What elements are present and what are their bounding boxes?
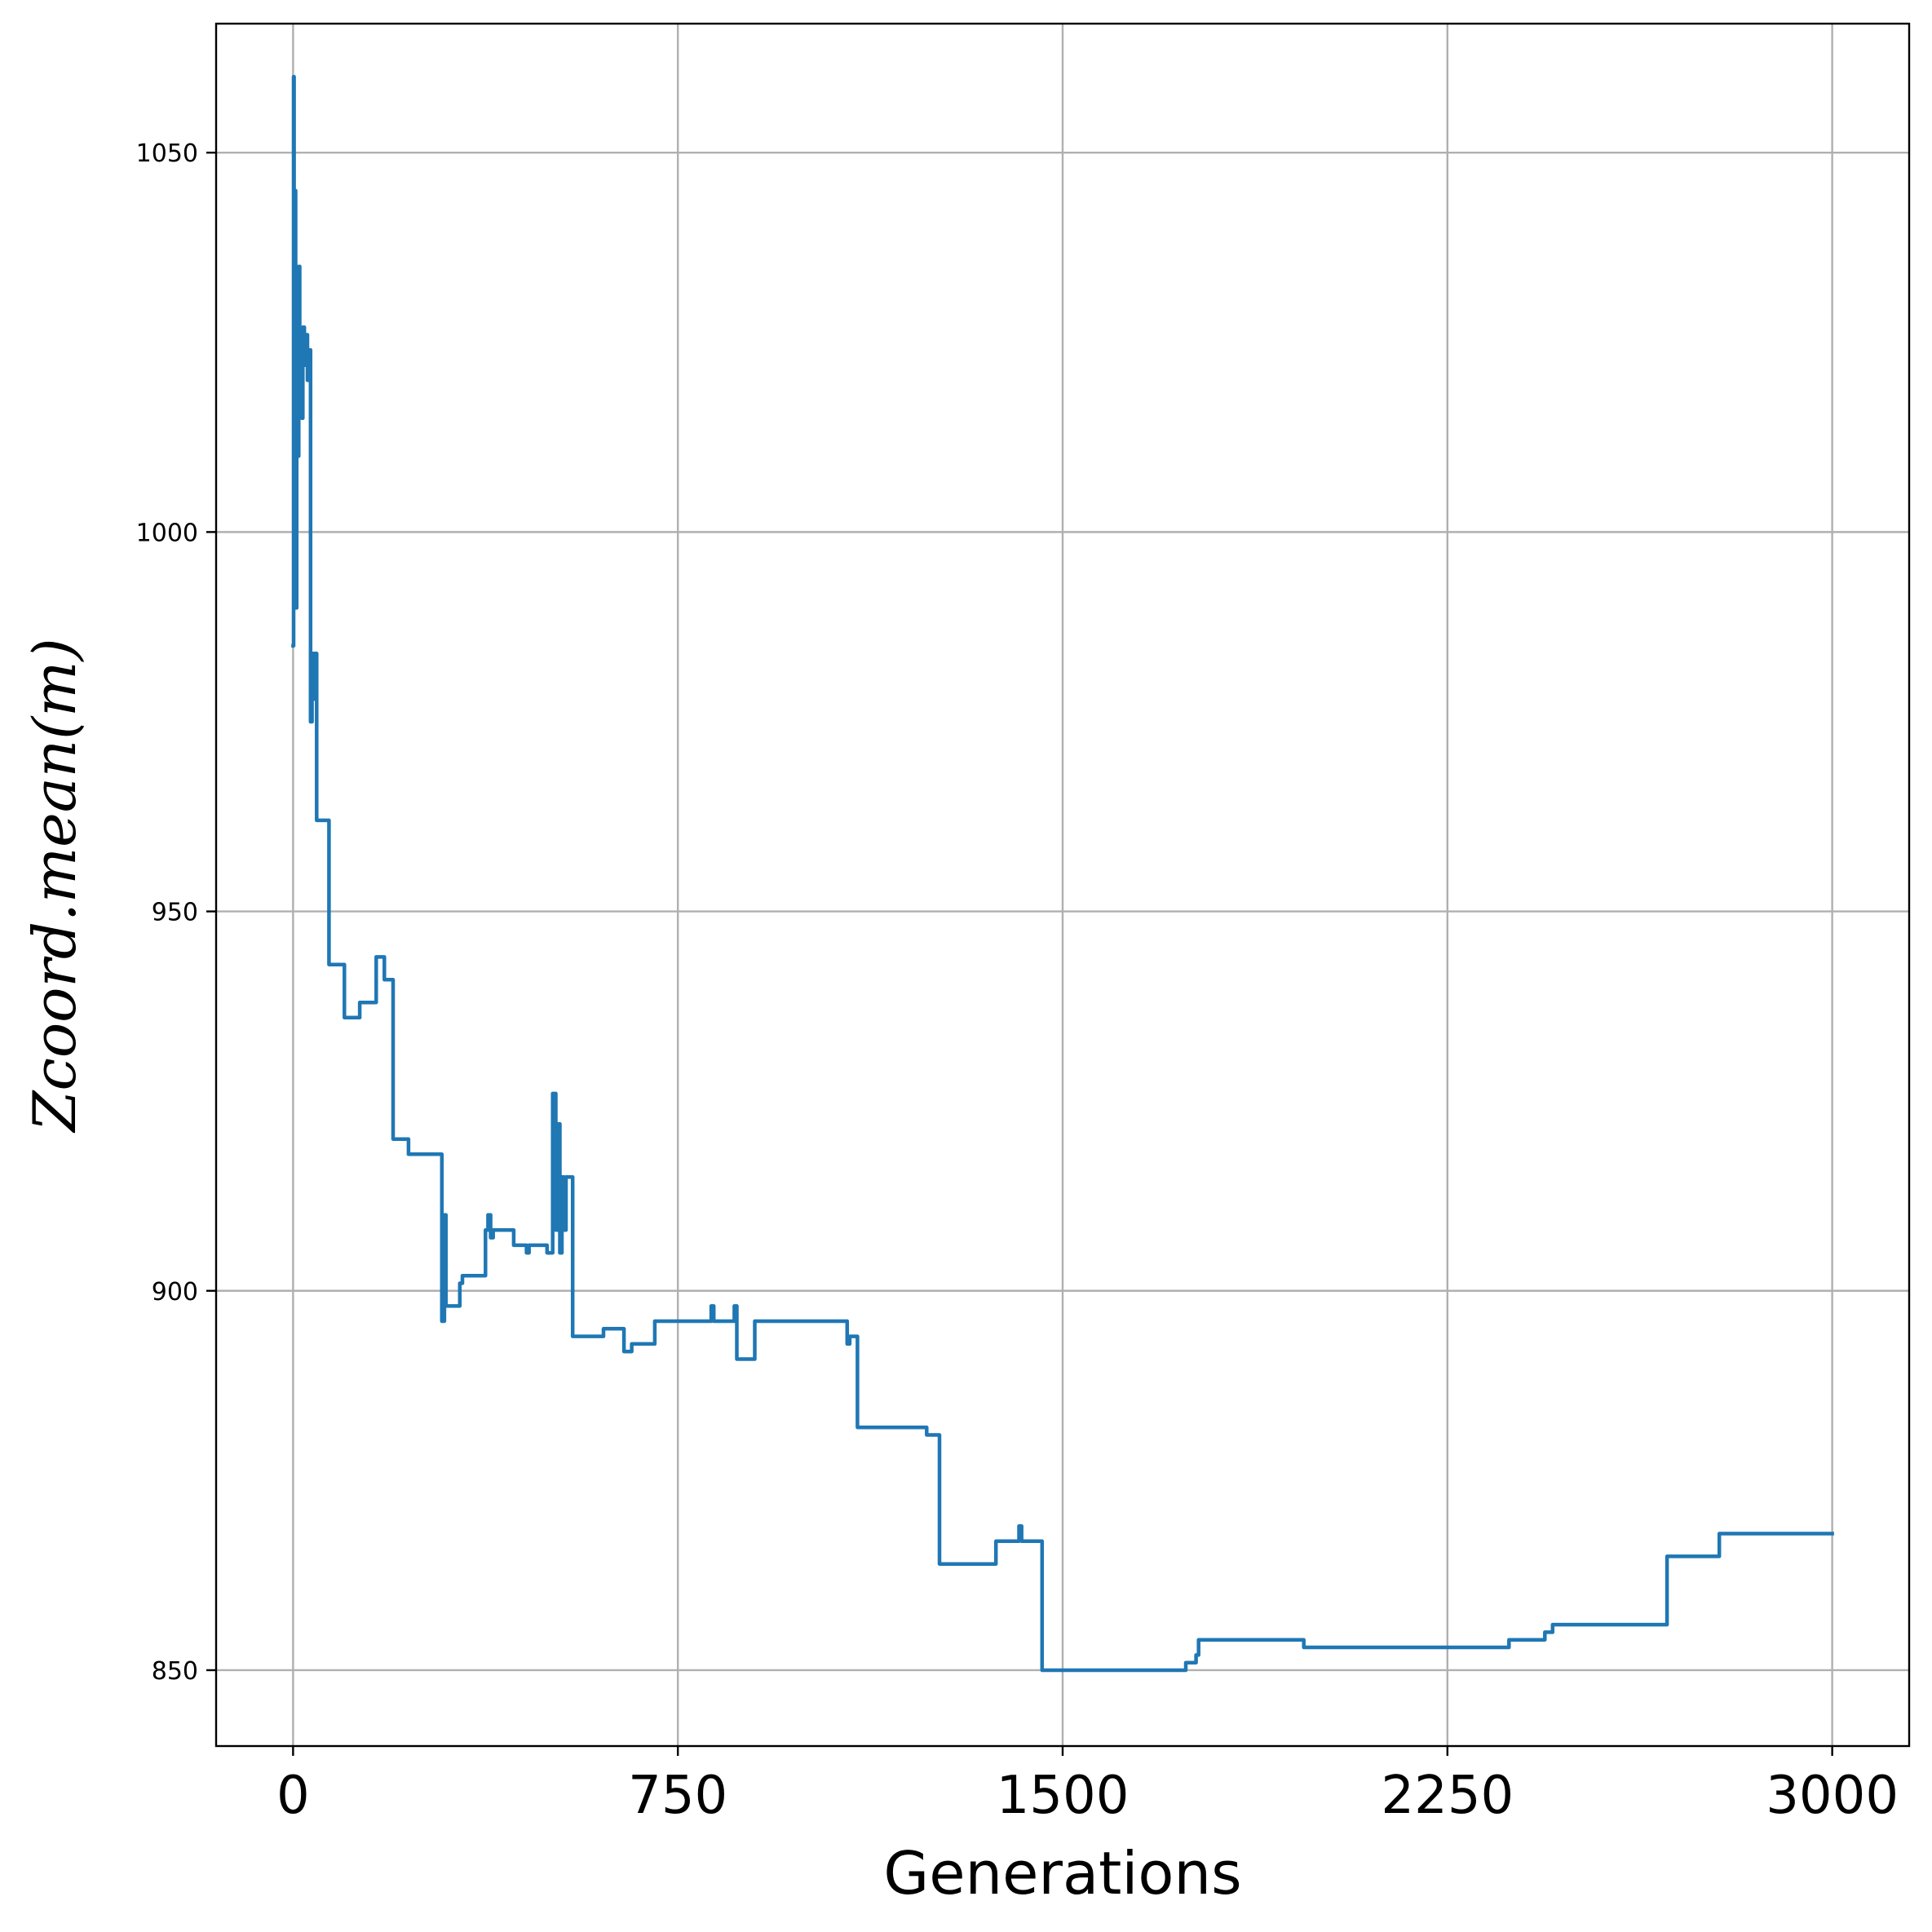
x-tick-label: 2250 (1381, 1766, 1514, 1826)
x-tick-label: 3000 (1766, 1766, 1899, 1826)
x-axis-label: Generations (883, 1839, 1241, 1908)
y-tick-label: 1000 (136, 519, 198, 547)
y-tick-label: 1050 (136, 139, 198, 168)
x-tick-label: 1500 (997, 1766, 1130, 1826)
y-axis-label: Zcoord.mean(m) (20, 638, 89, 1133)
series-line-zcoord-mean (291, 74, 1834, 1673)
x-tick-label: 750 (628, 1766, 727, 1826)
y-tick-label: 950 (152, 899, 198, 927)
y-tick-label: 900 (152, 1278, 198, 1306)
axis-ticks: 0 750 1500 2250 3000 850 900 950 1000 1050 (136, 139, 1899, 1826)
x-tick-label: 0 (276, 1766, 310, 1826)
y-tick-label: 850 (152, 1657, 198, 1686)
series-layer (291, 74, 1834, 1673)
